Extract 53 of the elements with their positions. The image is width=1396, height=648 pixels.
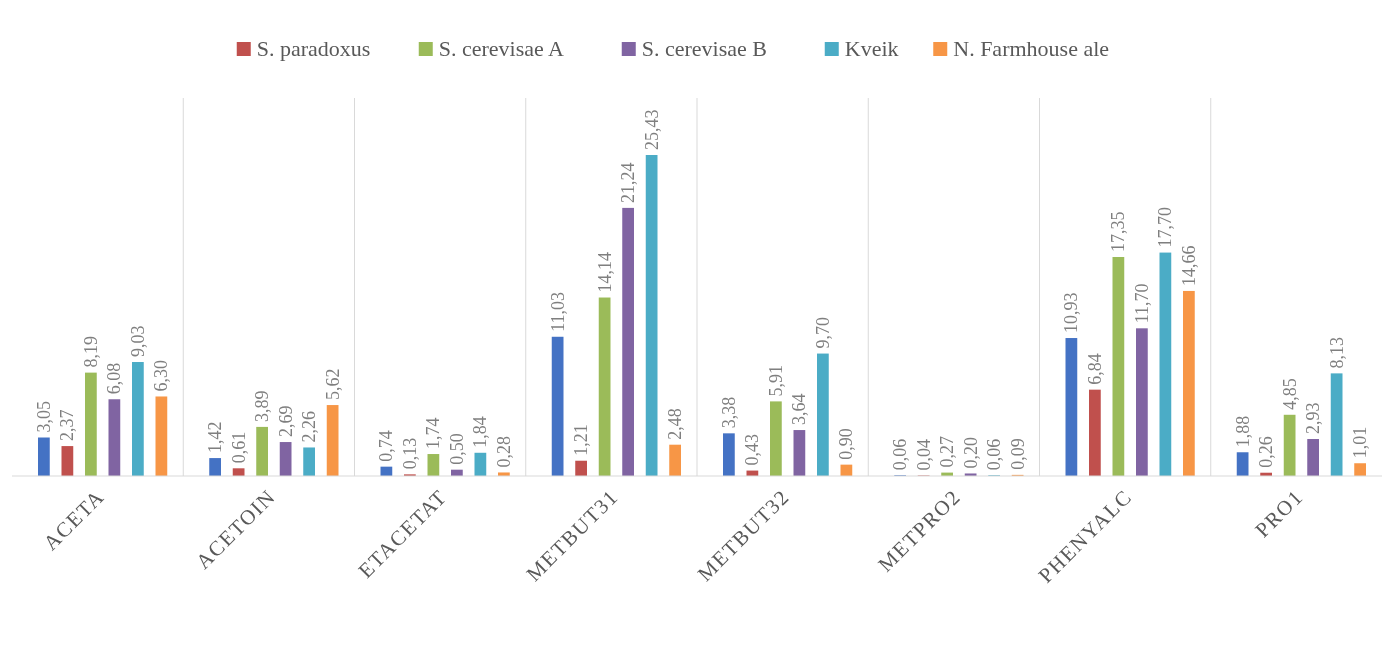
data-label: 0,06 bbox=[890, 438, 911, 471]
data-label: 2,48 bbox=[665, 408, 686, 440]
data-label: 3,64 bbox=[789, 393, 810, 426]
data-label: 0,50 bbox=[446, 433, 467, 465]
data-label: 0,61 bbox=[228, 431, 249, 464]
data-label: 4,85 bbox=[1279, 378, 1300, 410]
data-label: 25,43 bbox=[641, 109, 662, 150]
data-label: 9,70 bbox=[812, 317, 833, 349]
data-label: 6,84 bbox=[1084, 353, 1105, 385]
data-label: 2,93 bbox=[1303, 402, 1324, 435]
data-label: 8,13 bbox=[1326, 336, 1347, 369]
data-label: 1,01 bbox=[1350, 426, 1371, 459]
data-label: 3,89 bbox=[252, 390, 273, 422]
data-label: 1,88 bbox=[1232, 415, 1253, 448]
data-label: 2,37 bbox=[57, 409, 78, 442]
data-label: 2,69 bbox=[275, 405, 296, 438]
data-label: 3,38 bbox=[718, 396, 739, 429]
data-label: 0,27 bbox=[937, 436, 958, 468]
legend-label: S. paradoxus bbox=[256, 36, 371, 61]
data-label: 21,24 bbox=[618, 162, 639, 203]
data-label: 0,28 bbox=[493, 435, 514, 468]
data-label: 0,09 bbox=[1007, 438, 1028, 470]
data-label: 11,03 bbox=[547, 291, 568, 332]
data-label: 10,93 bbox=[1061, 292, 1082, 334]
legend-label: Kveik bbox=[844, 36, 899, 61]
data-label: 0,43 bbox=[742, 434, 763, 466]
data-label: 3,05 bbox=[33, 401, 54, 433]
legend-label: S. cerevisae B bbox=[641, 36, 767, 61]
data-label: 14,14 bbox=[594, 252, 615, 293]
data-label: 0,90 bbox=[836, 428, 857, 460]
data-label: 0,20 bbox=[960, 436, 981, 469]
data-label: 5,91 bbox=[765, 364, 786, 397]
data-label: 5,62 bbox=[322, 368, 343, 401]
data-label: 1,74 bbox=[423, 417, 444, 450]
data-label: 1,42 bbox=[205, 421, 226, 454]
legend-label: N. Farmhouse ale bbox=[953, 36, 1110, 61]
data-label: 0,06 bbox=[984, 438, 1005, 471]
data-label: 2,26 bbox=[299, 410, 320, 443]
data-label: 6,30 bbox=[151, 359, 172, 392]
data-label: 8,19 bbox=[80, 336, 101, 368]
data-label: 0,74 bbox=[376, 430, 397, 462]
data-label: 0,04 bbox=[913, 439, 934, 471]
data-label: 17,70 bbox=[1155, 207, 1176, 248]
data-label: 1,84 bbox=[470, 416, 491, 448]
legend-label: S. cerevisae A bbox=[438, 36, 565, 61]
data-label: 9,03 bbox=[127, 325, 148, 358]
data-label: 0,26 bbox=[1256, 436, 1277, 468]
data-label: 17,35 bbox=[1108, 211, 1129, 252]
data-label: 1,21 bbox=[571, 424, 592, 456]
data-label: 14,66 bbox=[1178, 245, 1199, 286]
data-label: 0,13 bbox=[399, 437, 420, 470]
data-label: 6,08 bbox=[104, 362, 125, 395]
data-label: 11,70 bbox=[1131, 283, 1152, 324]
